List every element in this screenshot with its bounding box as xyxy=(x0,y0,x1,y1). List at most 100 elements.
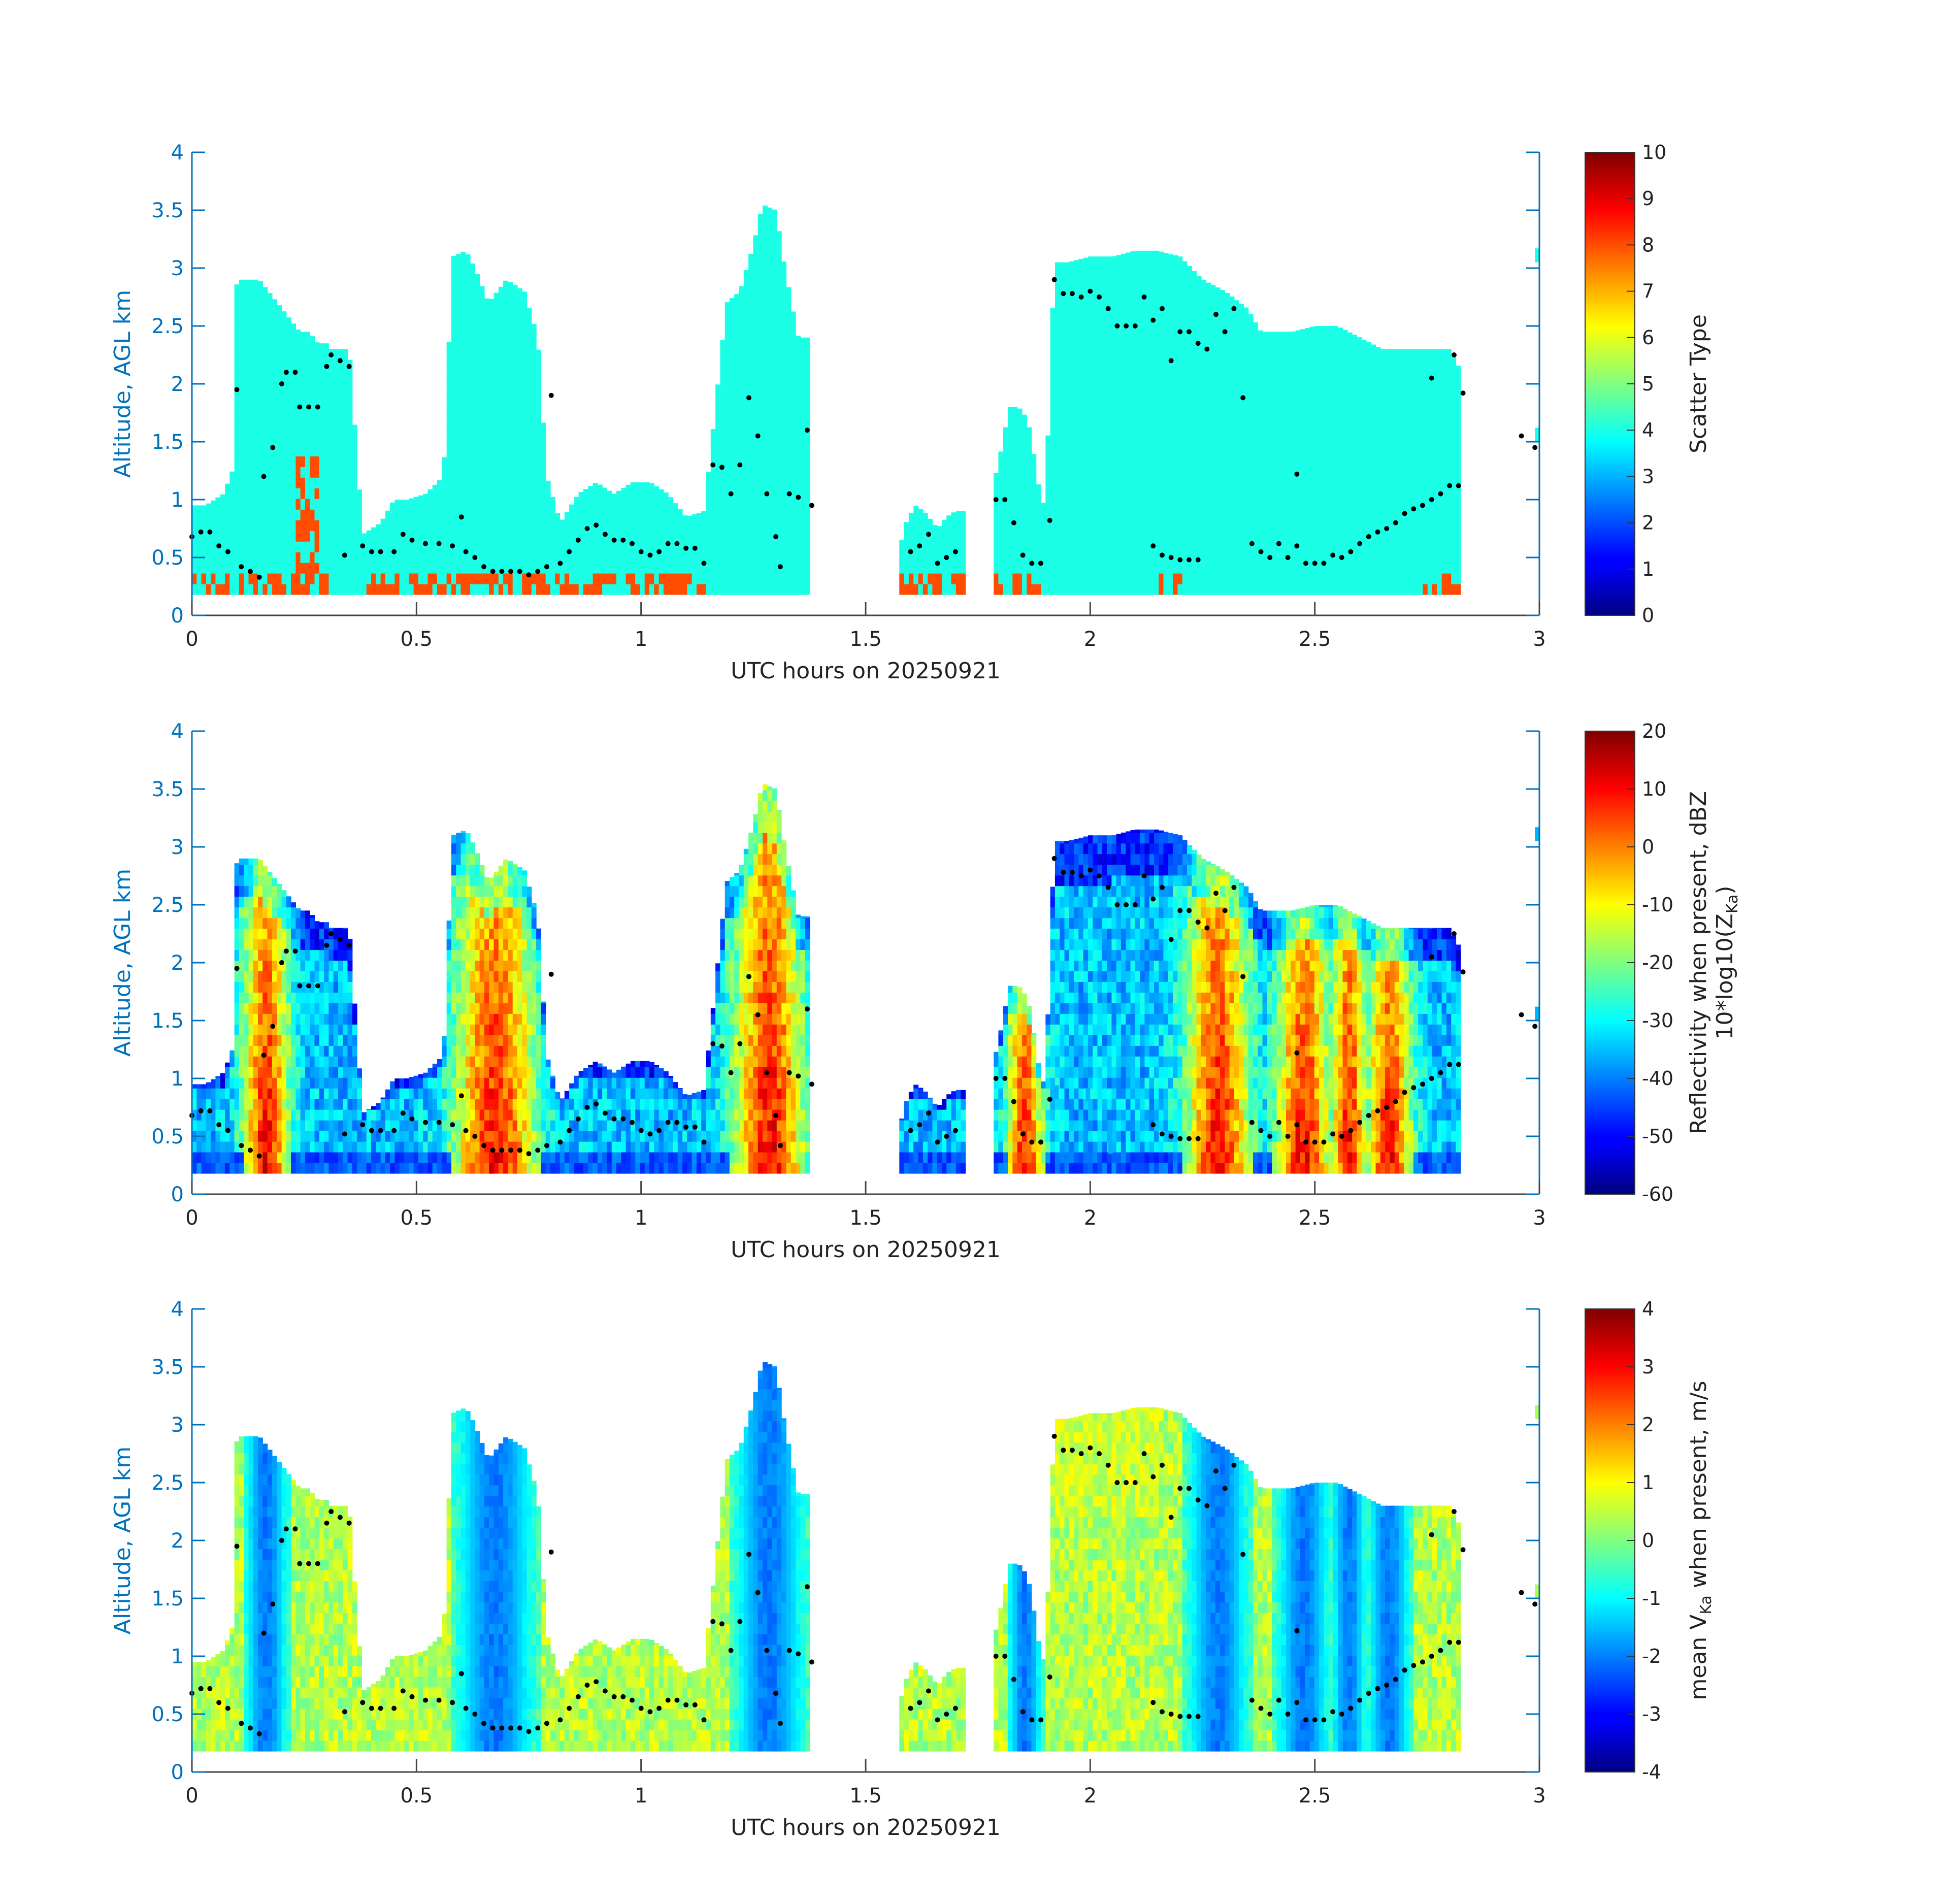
heatmap-cell xyxy=(550,541,555,552)
heatmap-cell xyxy=(640,520,645,531)
heatmap-cell xyxy=(1083,445,1089,456)
heatmap-cell xyxy=(427,584,433,595)
heatmap-cell xyxy=(1069,488,1074,499)
heatmap-cell xyxy=(1130,531,1136,542)
heatmap-cell xyxy=(597,531,603,542)
heatmap-cell xyxy=(498,584,504,595)
heatmap-cell xyxy=(772,264,777,276)
heatmap-cell xyxy=(512,371,518,382)
heatmap-cell xyxy=(277,392,282,403)
heatmap-cell xyxy=(753,509,759,520)
heatmap-cell xyxy=(1220,349,1225,361)
heatmap-cell xyxy=(1262,339,1268,350)
heatmap-cell xyxy=(1324,456,1329,467)
heatmap-cell xyxy=(739,360,744,372)
heatmap-cell xyxy=(753,531,759,542)
heatmap-cell xyxy=(1225,584,1230,595)
heatmap-cell xyxy=(328,413,334,424)
heatmap-cell xyxy=(1182,563,1188,574)
heatmap-cell xyxy=(720,340,726,350)
heatmap-cell xyxy=(1201,328,1206,340)
heatmap-cell xyxy=(470,307,475,318)
heatmap-cell xyxy=(701,552,707,563)
heatmap-cell xyxy=(385,520,390,531)
heatmap-cell xyxy=(475,435,480,446)
heatmap-cell xyxy=(1097,584,1103,595)
heatmap-cell xyxy=(1314,467,1320,478)
heatmap-cell xyxy=(1154,435,1159,446)
heatmap-cell xyxy=(244,531,249,542)
heatmap-cell xyxy=(1126,349,1131,361)
heatmap-cell xyxy=(1366,456,1371,467)
heatmap-cell xyxy=(1371,435,1376,446)
heatmap-cell xyxy=(281,381,287,392)
heatmap-cell xyxy=(1408,381,1414,392)
heatmap-cell xyxy=(1262,552,1268,563)
heatmap-cell xyxy=(1234,360,1239,372)
heatmap-cell xyxy=(475,274,480,276)
heatmap-cell xyxy=(498,403,504,414)
heatmap-cell xyxy=(748,360,753,372)
heatmap-cell xyxy=(1126,520,1131,531)
heatmap-cell xyxy=(564,512,570,520)
heatmap-cell xyxy=(772,435,777,446)
heatmap-cell xyxy=(1027,467,1032,478)
heatmap-cell xyxy=(503,317,508,329)
heatmap-cell xyxy=(1206,467,1211,478)
heatmap-cell xyxy=(1159,445,1164,456)
heatmap-cell xyxy=(1338,381,1343,392)
heatmap-cell xyxy=(1187,413,1192,424)
heatmap-cell xyxy=(536,381,541,392)
heatmap-cell xyxy=(1201,403,1206,414)
heatmap-cell xyxy=(248,531,254,542)
heatmap-cell xyxy=(1017,520,1023,531)
heatmap-cell xyxy=(772,584,777,595)
heatmap-cell xyxy=(1220,290,1225,297)
heatmap-cell xyxy=(498,541,504,552)
heatmap-cell xyxy=(1074,413,1079,424)
heatmap-cell xyxy=(1173,371,1178,382)
heatmap-cell xyxy=(1300,573,1305,584)
heatmap-cell xyxy=(1064,403,1070,414)
heatmap-cell xyxy=(635,584,641,595)
heatmap-cell xyxy=(1140,509,1145,520)
heatmap-cell xyxy=(1008,445,1013,456)
heatmap-cell xyxy=(479,286,485,297)
heatmap-cell xyxy=(1088,424,1093,435)
heatmap-cell xyxy=(328,563,334,574)
heatmap-cell xyxy=(460,317,466,329)
heatmap-cell xyxy=(192,563,197,574)
heatmap-cell xyxy=(338,349,343,361)
heatmap-cell xyxy=(1309,403,1315,414)
heatmap-cell xyxy=(1234,413,1239,424)
heatmap-cell xyxy=(1097,413,1103,424)
heatmap-cell xyxy=(1239,304,1244,308)
heatmap-cell xyxy=(1220,317,1225,329)
heatmap-cell xyxy=(701,520,707,531)
heatmap-cell xyxy=(1347,349,1353,361)
heatmap-cell xyxy=(1078,381,1084,392)
heatmap-cell xyxy=(1055,296,1060,308)
heatmap-cell xyxy=(1097,445,1103,456)
heatmap-cell xyxy=(1140,584,1145,595)
heatmap-cell xyxy=(1177,349,1183,361)
heatmap-cell xyxy=(1126,488,1131,499)
heatmap-cell xyxy=(1182,573,1188,584)
heatmap-cell xyxy=(1210,307,1216,318)
heatmap-cell xyxy=(517,477,522,488)
heatmap-cell xyxy=(1243,307,1249,318)
heatmap-cell xyxy=(1295,424,1301,435)
heatmap-cell xyxy=(1210,552,1216,563)
heatmap-cell xyxy=(743,328,749,340)
heatmap-cell xyxy=(937,552,942,563)
heatmap-cell xyxy=(248,477,254,488)
heatmap-cell xyxy=(1154,499,1159,510)
heatmap-cell xyxy=(357,541,362,552)
heatmap-cell xyxy=(1003,520,1008,531)
heatmap-cell xyxy=(1225,531,1230,542)
heatmap-cell xyxy=(1078,413,1084,424)
heatmap-cell xyxy=(1192,573,1197,584)
heatmap-cell xyxy=(649,541,654,552)
heatmap-cell xyxy=(1163,435,1169,446)
heatmap-cell xyxy=(1375,445,1381,456)
